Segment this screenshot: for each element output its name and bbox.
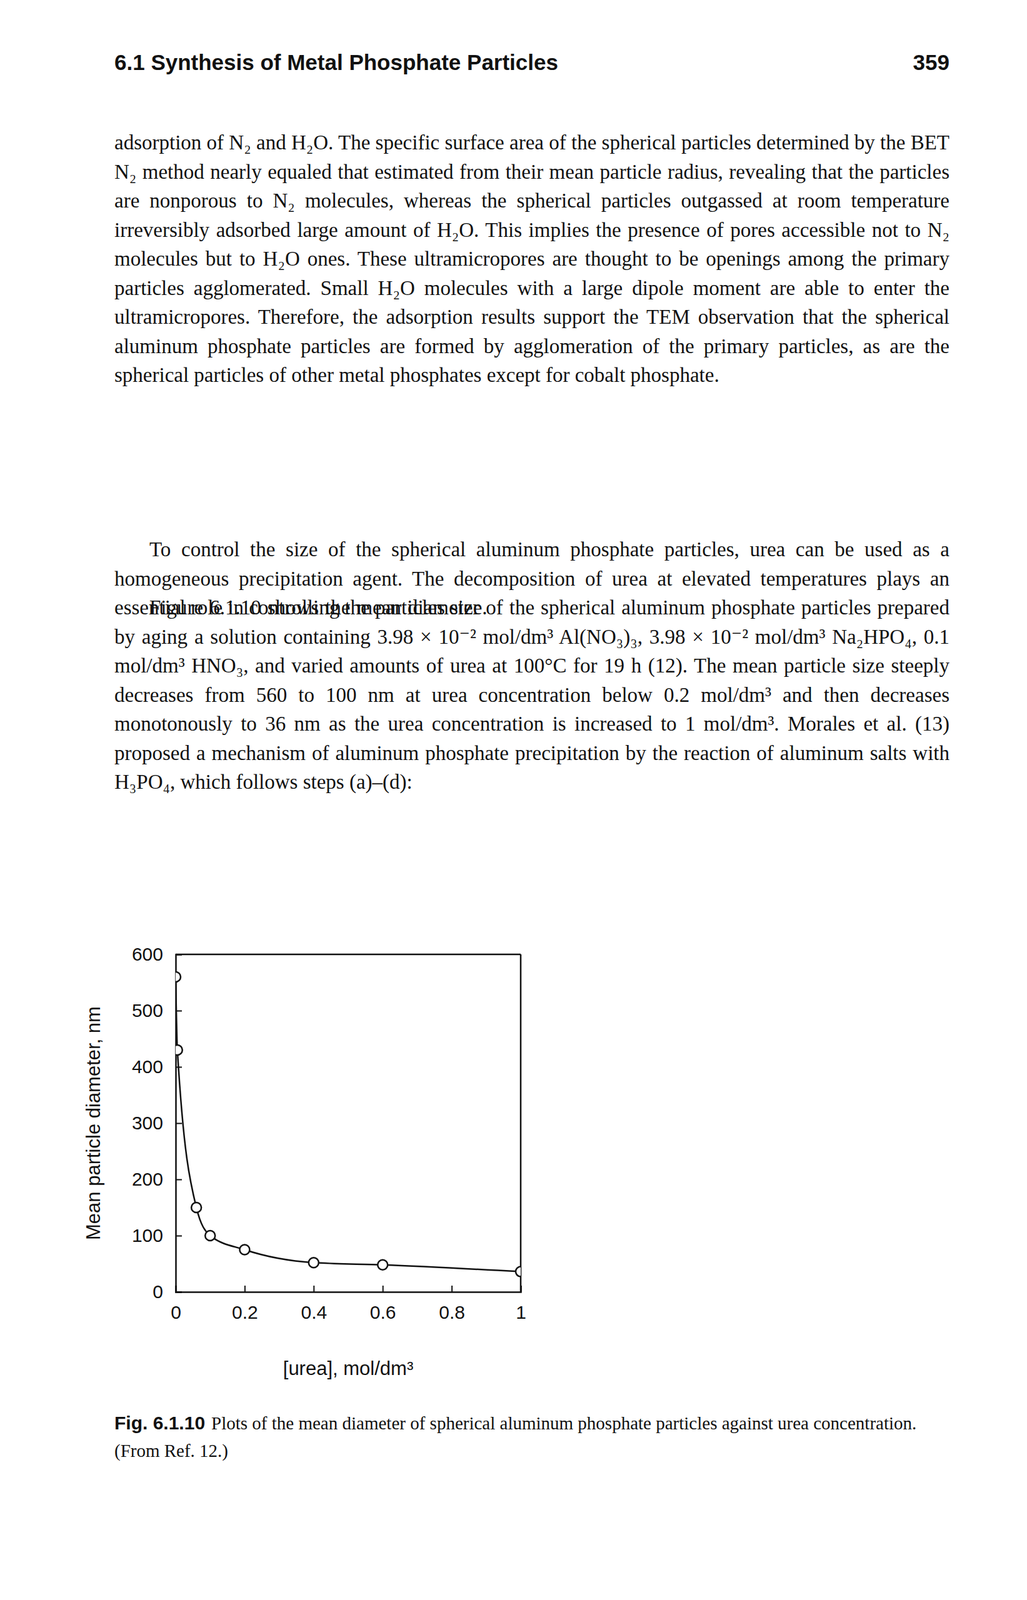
x-tick: 0.8 [438,1285,466,1323]
x-axis-title: [urea], mol/dm³ [283,1357,414,1380]
x-tick-mark [382,1285,384,1293]
y-tick: 0 [152,1281,182,1303]
frame [520,954,522,1293]
data-point [308,1257,319,1268]
x-tick-mark [244,1285,246,1293]
y-axis-title: Mean particle diameter, nm [82,1006,105,1241]
data-point [175,1045,183,1056]
x-tick-label: 0.2 [231,1302,259,1323]
data-point [515,1267,521,1278]
x-tick: 0.6 [370,1285,397,1323]
x-tick-mark [313,1285,315,1293]
section-header: 6.1 Synthesis of Metal Phosphate Particl… [114,50,559,76]
y-axis: 0 100 200 300 400 500 600 [131,943,182,1303]
y-tick: 400 [131,1056,182,1078]
y-tick-label: 500 [131,1000,164,1021]
y-tick-label: 300 [131,1112,164,1134]
x-tick: 0.4 [300,1285,327,1323]
y-tick-mark [175,954,182,956]
y-tick-mark [175,1292,182,1294]
frame [175,953,521,956]
y-tick-mark [175,1123,182,1125]
x-axis: 0 0.2 0.4 0.6 0.8 1 [170,1285,527,1323]
x-tick-label: 1 [515,1302,527,1323]
y-tick: 200 [131,1168,182,1190]
x-tick: 1 [515,1285,527,1323]
x-tick-label: 0.4 [300,1302,327,1323]
caption-label: Fig. 6.1.10 [114,1412,206,1434]
x-tick-mark [451,1285,453,1293]
page-number: 359 [913,50,950,76]
data-point [175,971,181,982]
y-tick: 300 [131,1112,182,1134]
figure: 0 0.2 0.4 0.6 0.8 1 0 100 200 300 400 500 600 [urea],… [0,0,1027,1600]
data-point [191,1202,202,1213]
caption: Fig. 6.1.10Plots of the mean diameter of… [114,1409,950,1465]
x-tick-mark [520,1285,522,1293]
x-tick-label: 0.8 [438,1302,466,1323]
y-tick: 600 [131,943,182,965]
y-tick-label: 0 [152,1281,164,1303]
data-point [377,1260,388,1271]
y-tick: 100 [131,1225,182,1246]
paragraph: adsorption of N₂ and H₂O. The specific s… [114,128,950,391]
data-line [175,976,521,1273]
paragraph: Figure 6.1.10 shows the mean diameter of… [114,593,950,797]
y-tick-label: 200 [131,1168,164,1190]
caption-text: Plots of the mean diameter of spherical … [114,1413,917,1461]
x-tick-label: 0 [170,1302,182,1323]
x-tick-label: 0.6 [370,1302,397,1323]
data-point [205,1230,216,1241]
x-axis-line [176,1285,522,1293]
y-tick-mark [175,1235,182,1238]
y-tick-label: 100 [131,1225,164,1246]
y-tick: 500 [131,1000,182,1021]
plot-area [175,971,521,1278]
y-tick-mark [175,1179,182,1181]
y-tick-label: 400 [131,1056,164,1078]
data-point [239,1245,250,1256]
y-tick-label: 600 [131,943,164,965]
x-tick: 0.2 [231,1285,259,1323]
